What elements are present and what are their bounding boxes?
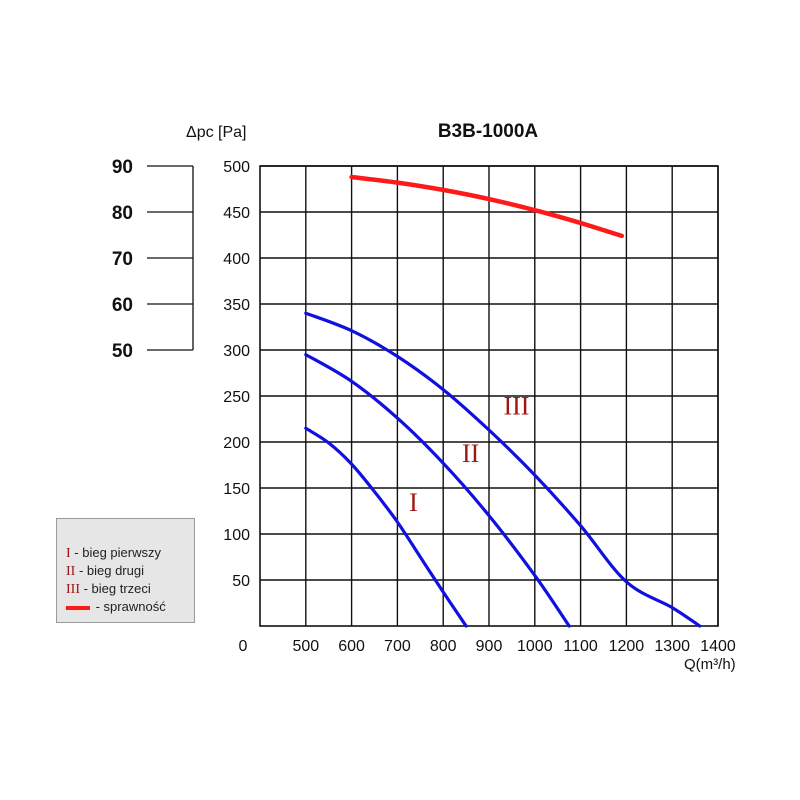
y-tick-label: 150 (223, 481, 250, 498)
x-tick-label: 700 (384, 638, 411, 655)
y-tick-label: 400 (223, 251, 250, 268)
y-tick-label: 50 (232, 573, 250, 590)
legend-mark: I (66, 546, 71, 561)
efficiency-curve (349, 174, 625, 239)
legend-text: - sprawność (92, 599, 166, 614)
chart-title: B3B-1000A (438, 121, 539, 142)
x-tick-label: 0 (239, 638, 248, 655)
x-tick-label: 500 (292, 638, 319, 655)
y-tick-label: 500 (223, 159, 250, 176)
x-tick-label: 1300 (654, 638, 690, 655)
y-tick-label: 250 (223, 389, 250, 406)
legend: I - bieg pierwszy II - bieg drugi III - … (56, 518, 195, 623)
efficiency-axis: 90 80 70 60 50 (112, 157, 194, 362)
series-label: III (503, 391, 529, 420)
y-axis-label: Δpc [Pa] (186, 124, 247, 141)
chart-series (304, 174, 702, 628)
x-tick-label: 800 (430, 638, 457, 655)
pressure-curve-II (304, 353, 571, 628)
y-tick-label: 450 (223, 205, 250, 222)
legend-mark: II (66, 564, 76, 579)
pressure-curve-III (304, 311, 702, 628)
axis-ticks: 50 100 150 200 250 300 350 400 450 500 0 500 600 700 8… (223, 159, 736, 655)
x-tick-label: 1400 (700, 638, 736, 655)
y-tick-label: 200 (223, 435, 250, 452)
y-tick-label: 100 (223, 527, 250, 544)
chart-grid (259, 165, 719, 627)
efficiency-tick-label: 60 (112, 295, 133, 316)
plot-frame (259, 165, 719, 627)
series-label: I (409, 488, 418, 517)
x-tick-label: 1200 (609, 638, 645, 655)
x-tick-label: 900 (476, 638, 503, 655)
legend-mark: III (66, 582, 80, 597)
pressure-curve-I (304, 426, 468, 628)
legend-item-speed-2: II - bieg drugi (66, 563, 144, 579)
legend-item-speed-1: I - bieg pierwszy (66, 545, 161, 561)
legend-item-speed-3: III - bieg trzeci (66, 581, 151, 597)
x-tick-label: 1100 (563, 638, 598, 655)
x-tick-label: 600 (338, 638, 365, 655)
y-tick-label: 300 (223, 343, 250, 360)
efficiency-tick-label: 90 (112, 157, 133, 178)
efficiency-swatch (66, 605, 90, 610)
efficiency-tick-label: 50 (112, 341, 133, 362)
x-tick-label: 1000 (517, 638, 553, 655)
efficiency-tick-label: 70 (112, 249, 133, 270)
x-axis-label: Q(m³/h) (684, 656, 736, 673)
legend-item-efficiency: - sprawność (66, 599, 166, 615)
y-tick-label: 350 (223, 297, 250, 314)
legend-text: - bieg drugi (75, 563, 144, 578)
legend-text: - bieg pierwszy (70, 545, 161, 560)
legend-text: - bieg trzeci (80, 581, 151, 596)
series-label: II (462, 439, 479, 468)
efficiency-tick-label: 80 (112, 203, 133, 224)
